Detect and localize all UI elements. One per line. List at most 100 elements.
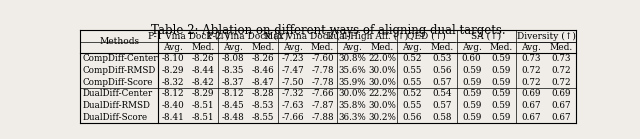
Text: Diversity (↑): Diversity (↑)	[516, 32, 575, 41]
Text: 30.0%: 30.0%	[368, 101, 396, 110]
Text: -7.63: -7.63	[282, 101, 304, 110]
Text: -8.48: -8.48	[221, 113, 244, 122]
Text: -7.23: -7.23	[282, 54, 304, 63]
Text: 0.52: 0.52	[402, 54, 422, 63]
Text: Max Vina Dock (↓): Max Vina Dock (↓)	[264, 32, 351, 41]
Text: -8.08: -8.08	[221, 54, 244, 63]
Text: 0.73: 0.73	[551, 54, 571, 63]
Text: -7.78: -7.78	[311, 66, 333, 75]
Text: CompDiff-Score: CompDiff-Score	[83, 78, 153, 87]
Text: 0.52: 0.52	[402, 89, 422, 98]
Text: 0.55: 0.55	[403, 78, 422, 87]
Text: -7.66: -7.66	[311, 89, 333, 98]
Text: 30.0%: 30.0%	[368, 78, 396, 87]
Text: 0.54: 0.54	[432, 89, 452, 98]
Text: P-2 Vina Dock (↓): P-2 Vina Dock (↓)	[207, 32, 289, 41]
Text: -8.46: -8.46	[252, 66, 274, 75]
Text: -8.10: -8.10	[162, 54, 184, 63]
Text: -8.35: -8.35	[221, 66, 244, 75]
Text: 0.59: 0.59	[492, 54, 511, 63]
Text: -8.55: -8.55	[252, 113, 274, 122]
Text: -8.51: -8.51	[192, 113, 214, 122]
Text: 36.3%: 36.3%	[339, 113, 366, 122]
Text: 30.0%: 30.0%	[368, 66, 396, 75]
Text: CompDiff-Center: CompDiff-Center	[83, 54, 158, 63]
Text: Avg.: Avg.	[522, 43, 541, 52]
Text: 35.6%: 35.6%	[339, 66, 366, 75]
Text: 0.59: 0.59	[492, 89, 511, 98]
Text: 0.57: 0.57	[432, 78, 451, 87]
Text: -8.42: -8.42	[192, 78, 214, 87]
Text: -8.32: -8.32	[162, 78, 184, 87]
Text: Avg.: Avg.	[342, 43, 362, 52]
Text: 22.0%: 22.0%	[368, 54, 396, 63]
Text: -7.88: -7.88	[311, 113, 333, 122]
Text: 0.56: 0.56	[432, 66, 451, 75]
Text: Avg.: Avg.	[283, 43, 303, 52]
Text: -8.41: -8.41	[162, 113, 185, 122]
Text: -8.12: -8.12	[221, 89, 244, 98]
Text: -7.50: -7.50	[282, 78, 304, 87]
Text: -8.26: -8.26	[192, 54, 214, 63]
Text: 0.67: 0.67	[551, 113, 571, 122]
Text: 0.55: 0.55	[403, 66, 422, 75]
Text: -7.47: -7.47	[281, 66, 304, 75]
Text: -8.45: -8.45	[221, 101, 244, 110]
Text: 30.2%: 30.2%	[368, 113, 396, 122]
Text: Med.: Med.	[550, 43, 573, 52]
Text: Avg.: Avg.	[461, 43, 481, 52]
Text: 0.60: 0.60	[462, 54, 481, 63]
Text: 0.72: 0.72	[522, 78, 541, 87]
Text: -8.26: -8.26	[252, 54, 274, 63]
Text: Table 2: Ablation on different ways of aligning dual targets.: Table 2: Ablation on different ways of a…	[150, 24, 506, 37]
Text: 0.67: 0.67	[522, 113, 541, 122]
Text: 0.59: 0.59	[462, 66, 481, 75]
Text: 0.59: 0.59	[492, 101, 511, 110]
Text: -8.51: -8.51	[192, 101, 214, 110]
Text: -7.32: -7.32	[282, 89, 304, 98]
Text: Methods: Methods	[99, 37, 140, 46]
Text: -8.37: -8.37	[221, 78, 244, 87]
Text: 0.69: 0.69	[551, 89, 571, 98]
Text: DualDiff-Center: DualDiff-Center	[83, 89, 152, 98]
Text: SA (↑): SA (↑)	[472, 32, 502, 41]
Text: QED (↑): QED (↑)	[408, 32, 446, 41]
Text: -8.40: -8.40	[162, 101, 185, 110]
Text: -8.53: -8.53	[252, 101, 274, 110]
Text: 0.73: 0.73	[522, 54, 541, 63]
Text: -7.78: -7.78	[311, 78, 333, 87]
Text: -8.12: -8.12	[162, 89, 184, 98]
Text: Med.: Med.	[311, 43, 334, 52]
Text: -8.29: -8.29	[162, 66, 184, 75]
Text: Avg.: Avg.	[223, 43, 243, 52]
Text: -7.66: -7.66	[282, 113, 304, 122]
Text: Med.: Med.	[371, 43, 394, 52]
Text: DualDiff-RMSD: DualDiff-RMSD	[83, 101, 150, 110]
Text: Avg.: Avg.	[402, 43, 422, 52]
Text: CompDiff-RMSD: CompDiff-RMSD	[83, 66, 156, 75]
Text: 0.59: 0.59	[462, 89, 481, 98]
Text: -8.29: -8.29	[192, 89, 214, 98]
Text: 0.72: 0.72	[522, 66, 541, 75]
Text: 0.59: 0.59	[492, 78, 511, 87]
Text: 0.59: 0.59	[492, 66, 511, 75]
Text: 0.67: 0.67	[522, 101, 541, 110]
Text: Med.: Med.	[430, 43, 453, 52]
Text: 0.59: 0.59	[462, 78, 481, 87]
Text: -8.28: -8.28	[252, 89, 274, 98]
Text: 0.67: 0.67	[551, 101, 571, 110]
Text: Med.: Med.	[490, 43, 513, 52]
Text: -8.47: -8.47	[252, 78, 274, 87]
Text: 0.59: 0.59	[492, 113, 511, 122]
Text: 0.72: 0.72	[551, 66, 571, 75]
Text: DualDiff-Score: DualDiff-Score	[83, 113, 148, 122]
Text: Med.: Med.	[251, 43, 275, 52]
Text: 0.59: 0.59	[462, 101, 481, 110]
Text: 0.55: 0.55	[403, 101, 422, 110]
Text: 0.57: 0.57	[432, 101, 451, 110]
Text: -8.44: -8.44	[191, 66, 214, 75]
Text: 30.0%: 30.0%	[339, 89, 366, 98]
Text: 0.53: 0.53	[432, 54, 451, 63]
Text: Med.: Med.	[191, 43, 215, 52]
Text: 0.69: 0.69	[522, 89, 541, 98]
